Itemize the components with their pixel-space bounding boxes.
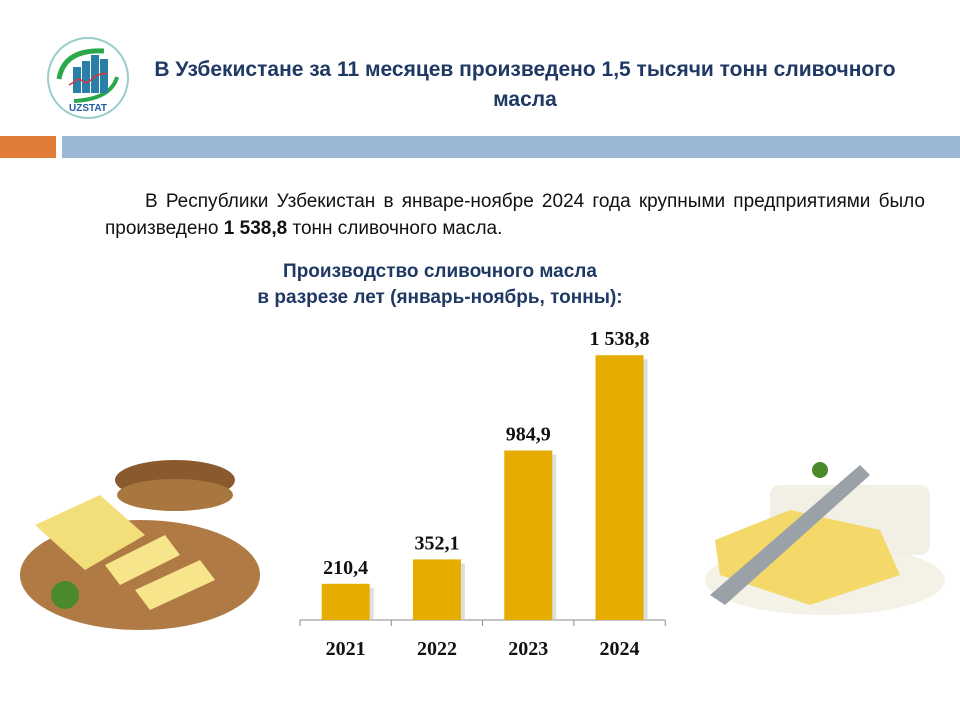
decor-bar-orange <box>0 136 56 158</box>
chart-title: Производство сливочного масла в разрезе л… <box>200 259 680 311</box>
decor-bar-blue <box>62 136 960 158</box>
para-bold-value: 1 538,8 <box>223 218 288 239</box>
chart-title-line2: в разрезе лет (январь-ноябрь, тонны): <box>257 287 623 308</box>
butter-knife-image <box>705 462 945 615</box>
data-label: 210,4 <box>323 557 368 579</box>
bar-2024 <box>595 355 644 620</box>
x-tick-label: 2023 <box>508 638 548 660</box>
chart-title-line1: Производство сливочного масла <box>283 261 597 282</box>
para-text: В Республики Узбекистан в январе-ноябре … <box>105 191 925 239</box>
logo-text: UZSTAT <box>69 103 107 114</box>
bar-chart: 210,4 2021 352,1 2022 984,9 2023 1 538,8 2024 <box>299 328 666 660</box>
summary-paragraph: В Республики Узбекистан в январе-ноябре … <box>105 188 925 242</box>
data-label: 984,9 <box>506 424 551 446</box>
x-tick-label: 2021 <box>326 638 366 660</box>
para-text-end: тонн сливочного масла. <box>287 218 503 239</box>
bar-2021 <box>321 583 370 620</box>
uzstat-logo: UZSTAT <box>47 37 129 119</box>
x-tick-label: 2024 <box>600 638 640 660</box>
x-tick-label: 2022 <box>417 638 457 660</box>
bar-2023 <box>504 450 553 620</box>
data-label: 1 538,8 <box>590 328 650 350</box>
page-title: В Узбекистане за 11 месяцев произведено … <box>154 58 896 111</box>
data-label: 352,1 <box>414 532 459 554</box>
butter-bread-image <box>20 460 260 630</box>
bar-2022 <box>412 559 461 620</box>
